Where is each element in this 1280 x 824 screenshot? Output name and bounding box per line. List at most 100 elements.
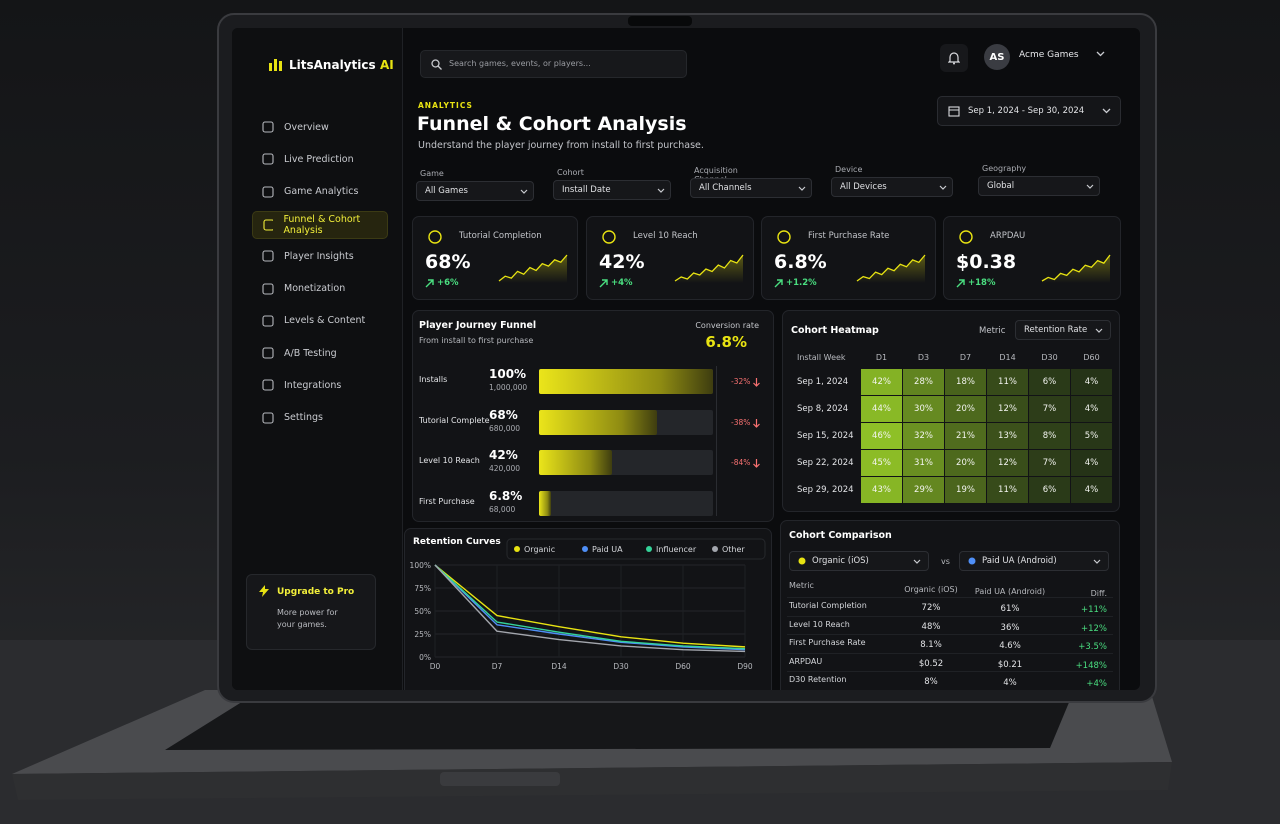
filter-value: All Devices	[840, 182, 887, 192]
kpi-icon	[959, 230, 973, 244]
nav-label: Settings	[284, 412, 323, 424]
heat-cell: 46%	[861, 423, 902, 449]
row-line	[787, 634, 1113, 635]
kpi-card: First Purchase Rate 6.8% +1.2%	[761, 216, 936, 300]
kpi-card: Tutorial Completion 68% +6%	[412, 216, 578, 300]
week-label: Sep 1, 2024	[797, 377, 849, 387]
diff-value: +148%	[1075, 660, 1107, 671]
heatmap-panel: Cohort Heatmap Metric Retention Rate Ins…	[782, 310, 1120, 512]
nav-label: Integrations	[284, 379, 342, 391]
nav-item[interactable]: Levels & Content	[252, 308, 386, 334]
filter-select[interactable]: Install Date	[553, 180, 671, 200]
kpi-label: First Purchase Rate	[808, 231, 890, 241]
nav-item[interactable]: Settings	[252, 405, 386, 431]
kpi-label: ARPDAU	[990, 231, 1026, 241]
arrow-shape	[753, 378, 760, 387]
account-chevron[interactable]	[1096, 51, 1105, 57]
filter-select[interactable]: All Channels	[690, 178, 812, 198]
filter-select[interactable]: All Devices	[831, 177, 953, 197]
icon-shape	[428, 230, 442, 244]
chart-title: Retention Curves	[413, 537, 501, 547]
column-header: D30	[1041, 353, 1058, 362]
icon-shape	[262, 250, 274, 262]
col-right: Paid UA (Android)	[974, 587, 1046, 596]
retention-chart: Retention Curves 100% 75% 50% 25% 0%D0 D7 D14 D…	[410, 537, 766, 671]
nav-label: Live Prediction	[284, 153, 354, 165]
legend-dot	[646, 546, 652, 552]
legend-dot	[712, 546, 718, 552]
nav-item[interactable]: Monetization	[252, 276, 386, 302]
chevron-line	[798, 186, 806, 191]
icon-shape	[262, 315, 274, 327]
heat-cell: 7%	[1029, 450, 1070, 476]
filter-select[interactable]: Global	[978, 176, 1100, 196]
nav-icon	[262, 186, 274, 198]
nav-item[interactable]: Live Prediction	[252, 146, 386, 172]
retention-panel: Retention Curves 100% 75% 50% 25% 0% D0 D7 D14 D…	[404, 528, 772, 690]
avatar[interactable]: AS	[984, 44, 1010, 70]
kpi-label: Tutorial Completion	[459, 231, 542, 241]
nav-item[interactable]: A/B Testing	[252, 340, 386, 366]
divider	[716, 366, 717, 516]
chevron	[939, 185, 947, 190]
left-cohort-select[interactable]: Organic (iOS)	[789, 551, 929, 571]
up-arrow	[956, 279, 965, 288]
filter-value: Install Date	[562, 185, 611, 195]
heatmap-title: Cohort Heatmap	[791, 325, 879, 336]
kpi-card: ARPDAU $0.38 +18%	[943, 216, 1121, 300]
nav-item[interactable]: Overview	[252, 114, 386, 140]
legend-box	[506, 538, 766, 560]
right-cohort-select[interactable]: Paid UA (Android)	[959, 551, 1109, 571]
nav-icon	[262, 153, 274, 165]
heat-cell: 32%	[903, 423, 944, 449]
metric-select[interactable]: Retention Rate	[1015, 320, 1111, 340]
stage-count: 680,000	[489, 423, 521, 433]
color-dot	[798, 557, 806, 565]
heat-cell: 20%	[945, 450, 986, 476]
nav-item[interactable]: Player Insights	[252, 243, 386, 269]
heat-cell: 7%	[1029, 396, 1070, 422]
filter-select[interactable]: All Games	[416, 181, 534, 201]
nav-item[interactable]: Funnel & Cohort Analysis	[252, 210, 388, 239]
right-value: $0.21	[997, 659, 1023, 670]
nav-item[interactable]: Integrations	[252, 372, 386, 398]
nav-item[interactable]: Game Analytics	[252, 179, 386, 205]
filter-value: Global	[987, 181, 1015, 191]
sparkline-area	[857, 255, 925, 283]
kpi-label: Level 10 Reach	[633, 231, 698, 241]
week-label: Sep 8, 2024	[797, 404, 849, 414]
heat-cell: 20%	[945, 396, 986, 422]
left-cohort: Organic (iOS)	[812, 556, 869, 566]
heat-cell: 8%	[1029, 423, 1070, 449]
diff-value: +11%	[1080, 605, 1107, 615]
x-tick-label: D90	[737, 662, 753, 671]
y-tick-label: 0%	[419, 653, 431, 662]
funnel-subtitle: From install to first purchase	[419, 336, 534, 345]
kpi-value: 6.8%	[774, 251, 827, 273]
retention-line	[434, 564, 746, 648]
row-line	[787, 652, 1113, 654]
drop-label: -32%	[731, 377, 751, 386]
nav-label: Monetization	[284, 283, 346, 294]
search-box[interactable]: Search games, events, or players...	[420, 50, 687, 78]
account-name[interactable]: Acme Games	[1019, 50, 1079, 60]
icon-shape	[602, 230, 616, 244]
kpi-value: $0.38	[956, 251, 1017, 273]
upgrade-title: Upgrade to Pro	[277, 587, 355, 597]
nav-label: Game Analytics	[284, 186, 359, 198]
kpi-icon	[428, 230, 442, 244]
kpi-value: 68%	[425, 251, 471, 273]
laptop-base-edge	[12, 762, 1172, 800]
chevron	[520, 189, 528, 194]
date-picker[interactable]: Sep 1, 2024 - Sep 30, 2024	[937, 96, 1121, 126]
nav-icon	[262, 379, 274, 391]
sparkline	[674, 254, 744, 283]
retention-line	[434, 564, 746, 650]
chevron-line	[657, 188, 665, 193]
x-tick-label: D0	[430, 662, 441, 671]
chevron	[1086, 184, 1094, 189]
notifications-button[interactable]	[940, 44, 968, 72]
upgrade-card[interactable]: Upgrade to Pro More power for your games…	[246, 574, 376, 650]
nav-icon	[263, 219, 274, 231]
chevron	[913, 559, 921, 564]
